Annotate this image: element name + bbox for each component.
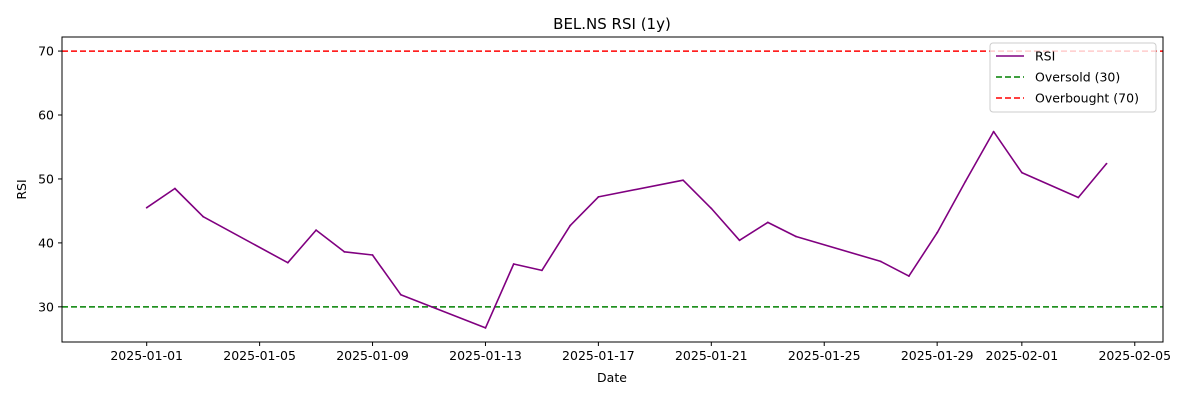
y-tick-label-2: 40	[38, 235, 54, 250]
data-point-22	[964, 180, 967, 183]
x-tick-label-1: 2025-01-01	[110, 348, 183, 363]
chart-title: BEL.NS RSI (1y)	[553, 15, 671, 33]
x-tick-label-6: 2025-01-21	[675, 348, 748, 363]
y-axis: 30 40 50 60 70	[38, 44, 62, 314]
data-point-18	[795, 235, 797, 238]
data-point-4	[286, 261, 289, 264]
y-tick-label-3: 50	[38, 171, 54, 186]
data-point-19	[879, 260, 882, 263]
plot-frame	[61, 36, 1164, 343]
data-point-1	[145, 206, 148, 209]
legend-label-1: RSI	[1035, 49, 1055, 64]
x-tick-label-10: 2025-02-05	[1098, 348, 1171, 363]
data-point-12	[569, 224, 572, 227]
data-point-10	[512, 263, 515, 265]
y-tick-label-4: 60	[38, 108, 54, 123]
data-point-17	[766, 221, 769, 224]
x-tick-label-2: 2025-01-05	[223, 348, 296, 363]
legend-label-2: Oversold (30)	[1035, 70, 1120, 85]
data-point-25	[1077, 196, 1080, 199]
legend-label-3: Overbought (70)	[1035, 91, 1139, 106]
x-tick-label-3: 2025-01-09	[336, 348, 409, 363]
data-point-9	[484, 327, 487, 329]
legend: RSI Oversold (30) Overbought (70)	[989, 42, 1157, 113]
series-line-rsi	[146, 130, 1108, 329]
data-point-3	[202, 215, 205, 218]
x-tick-label-4: 2025-01-13	[449, 348, 522, 363]
y-tick-label-5: 70	[38, 44, 54, 59]
data-point-21	[936, 231, 939, 234]
data-point-26	[1105, 162, 1108, 165]
data-point-2	[174, 187, 176, 190]
data-point-6	[343, 250, 346, 253]
data-point-7	[371, 254, 374, 256]
data-point-8	[399, 293, 402, 296]
data-point-14	[682, 179, 684, 182]
data-point-16	[738, 239, 741, 242]
data-point-20	[908, 275, 910, 278]
plot-area	[62, 50, 1163, 329]
x-tick-label-5: 2025-01-17	[562, 348, 635, 363]
data-point-15	[710, 207, 713, 210]
data-point-13	[597, 195, 600, 198]
y-tick-label-1: 30	[38, 299, 54, 314]
data-point-5	[315, 229, 317, 232]
x-tick-label-9: 2025-02-01	[986, 348, 1059, 363]
data-point-23	[992, 130, 995, 133]
y-axis-title: RSI	[14, 179, 29, 199]
x-tick-label-8: 2025-01-29	[901, 348, 974, 363]
x-axis-title: Date	[597, 370, 627, 385]
x-tick-label-7: 2025-01-25	[788, 348, 861, 363]
legend-box	[989, 42, 1157, 113]
x-axis: 2025-01-01 2025-01-05 2025-01-09 2025-01-13…	[110, 342, 1171, 363]
data-point-24	[1020, 171, 1023, 174]
data-point-11	[541, 269, 543, 272]
